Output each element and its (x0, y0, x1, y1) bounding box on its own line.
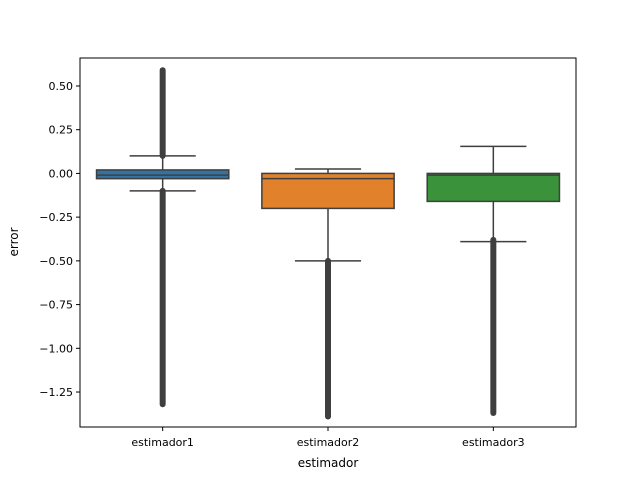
y-tick-label: −0.50 (39, 255, 73, 268)
y-axis-label: error (7, 227, 21, 256)
y-tick-label: −1.00 (39, 342, 73, 355)
y-tick-label: 0.25 (49, 124, 74, 137)
box-estimador2 (261, 168, 395, 420)
box-estimador3 (426, 145, 561, 417)
y-axis: 0.50 0.25 0.00 −0.25 −0.50 −0.75 −1.00 −1.25 (39, 80, 80, 399)
box-iqr (426, 172, 561, 203)
x-axis: estimador1 estimador2 estimador3 (131, 427, 525, 449)
x-axis-label: estimador (298, 456, 359, 470)
box-iqr (95, 169, 230, 180)
x-tick-label: estimador1 (131, 436, 194, 449)
y-tick-label: −1.25 (39, 386, 73, 399)
box-estimador1 (95, 67, 230, 408)
plot-area (95, 67, 561, 420)
y-tick-label: −0.25 (39, 211, 73, 224)
x-tick-label: estimador3 (462, 436, 525, 449)
y-tick-label: −0.75 (39, 299, 73, 312)
x-tick-label: estimador2 (297, 436, 360, 449)
y-tick-label: 0.00 (49, 167, 74, 180)
y-tick-label: 0.50 (49, 80, 74, 93)
